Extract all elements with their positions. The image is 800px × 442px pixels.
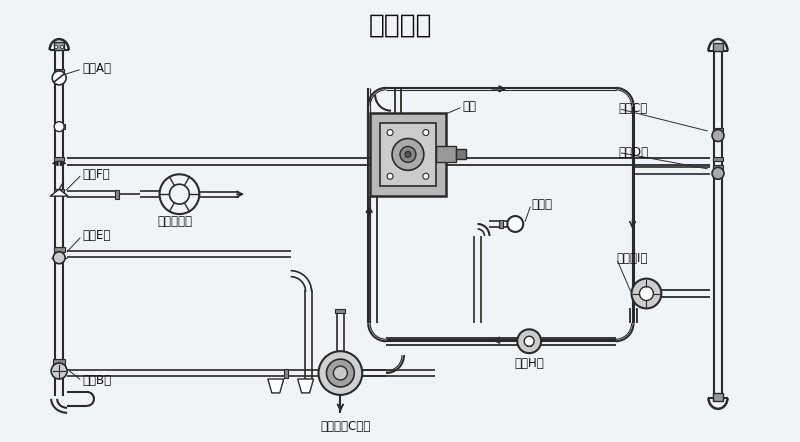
Circle shape [423,130,429,136]
Circle shape [400,146,416,162]
Bar [54,248,65,252]
Text: 球阀E关: 球阀E关 [82,229,110,242]
Text: 球阀A关: 球阀A关 [82,62,111,76]
Circle shape [334,366,347,380]
Polygon shape [50,189,68,196]
Bar [54,42,64,50]
Circle shape [524,336,534,346]
Bar [335,309,346,313]
Bar [713,128,723,132]
Circle shape [392,138,424,170]
Circle shape [318,351,362,395]
Bar [54,69,64,73]
Polygon shape [298,379,314,393]
Circle shape [61,46,64,49]
Bar [115,190,118,198]
Circle shape [507,216,523,232]
Circle shape [52,71,66,85]
Circle shape [326,359,354,387]
Circle shape [54,46,58,49]
Bar [370,113,446,196]
Text: 水泵加水: 水泵加水 [368,12,432,38]
Circle shape [518,329,541,353]
Circle shape [54,122,64,132]
Bar [456,149,466,160]
Circle shape [423,173,429,179]
Bar [284,369,288,377]
Bar [54,189,64,193]
Bar [713,393,723,401]
Circle shape [639,286,654,301]
Text: 球阀B关: 球阀B关 [82,374,111,388]
Bar [54,157,64,161]
Circle shape [405,152,411,157]
Text: 球阀C关: 球阀C关 [618,102,648,115]
FancyArrowPatch shape [237,191,242,197]
Circle shape [53,252,65,264]
Text: 消防栓I关: 消防栓I关 [617,252,648,265]
Bar [527,336,531,346]
Bar [499,220,503,229]
Circle shape [387,130,393,136]
Bar [53,359,65,365]
Bar [713,157,723,161]
Text: 球阀H开: 球阀H开 [514,357,544,370]
Text: 洒水炮出口: 洒水炮出口 [157,216,192,229]
Text: 球阀F关: 球阀F关 [82,168,110,181]
Text: 三通球阀C加水: 三通球阀C加水 [320,420,370,433]
Text: 球阀D关: 球阀D关 [618,146,649,159]
Bar [54,124,65,129]
Bar [713,43,723,51]
Text: 水泵: 水泵 [462,100,477,113]
Circle shape [712,130,724,141]
Text: 罐体口: 罐体口 [531,198,552,210]
Circle shape [631,278,662,309]
Circle shape [712,168,724,179]
Polygon shape [268,379,284,393]
Circle shape [387,173,393,179]
Bar [436,146,456,162]
Bar [380,122,436,186]
Bar [713,165,723,169]
Circle shape [51,363,67,379]
